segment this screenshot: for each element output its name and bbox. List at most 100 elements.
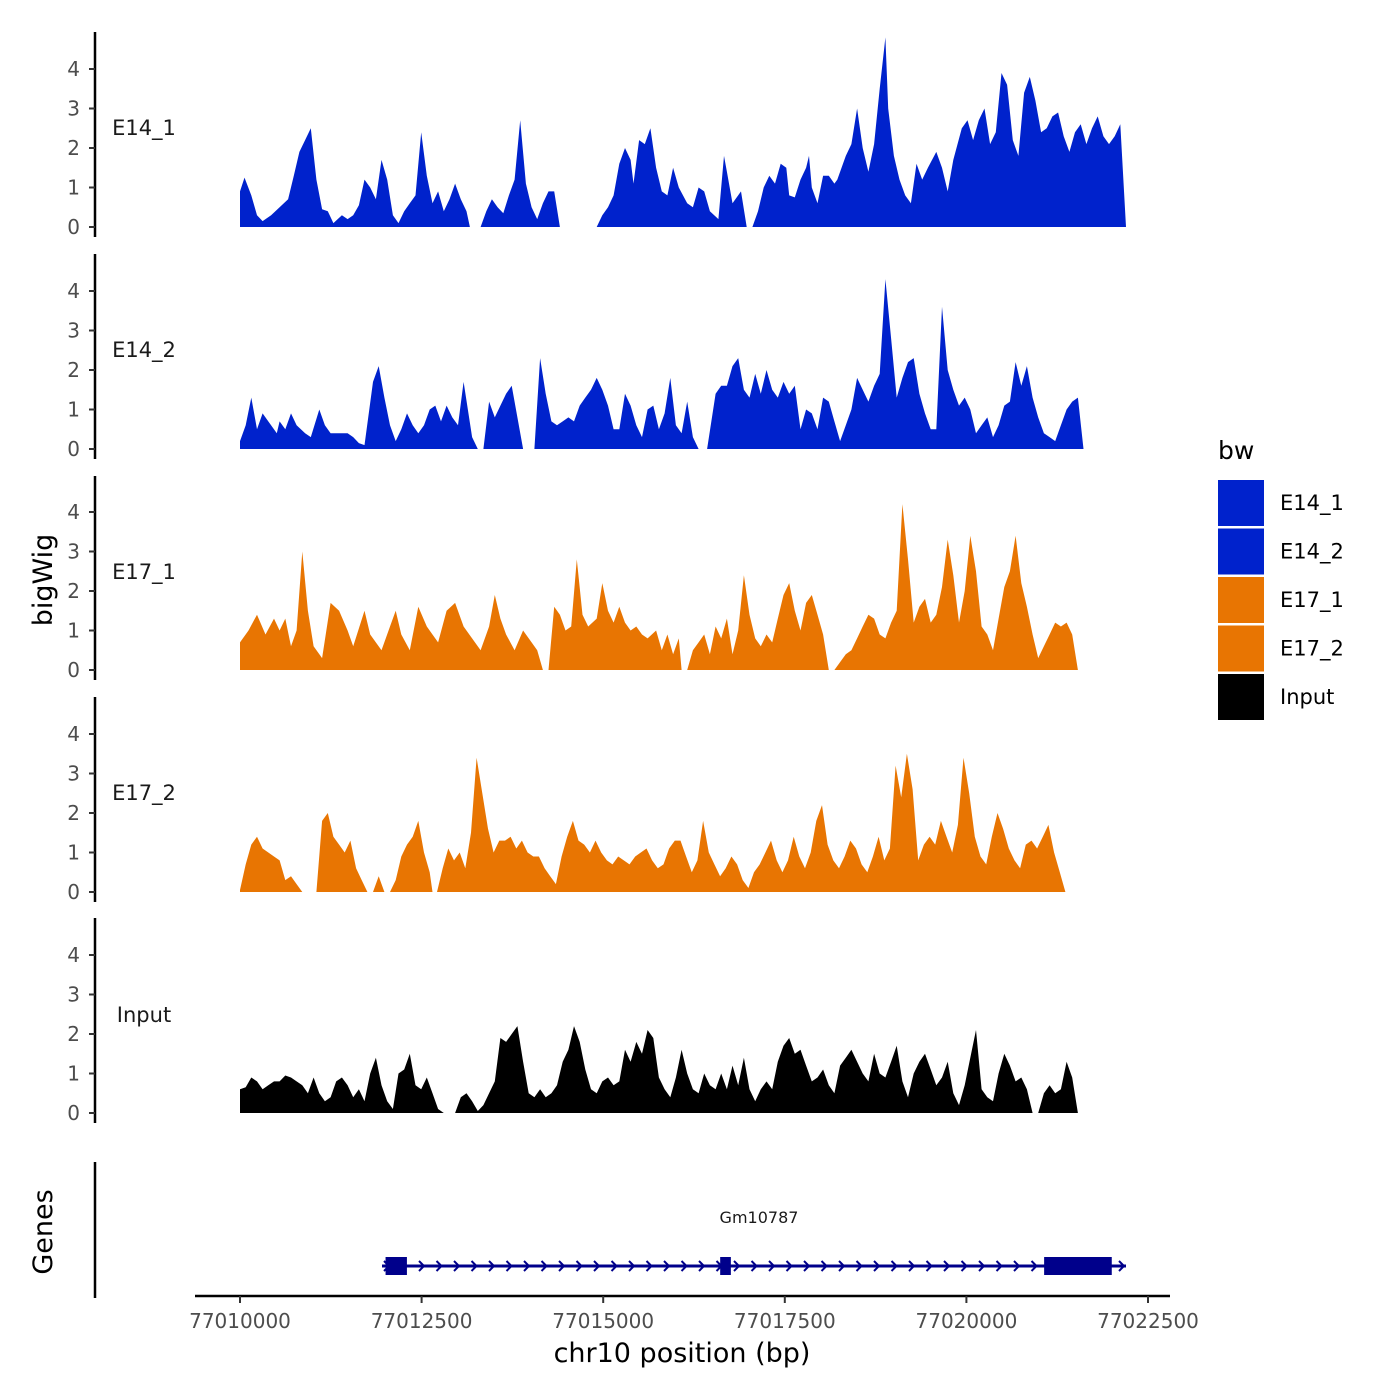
coverage-area [480,120,560,227]
strand-arrow [803,1260,811,1272]
x-tick-label: 77015000 [552,1309,654,1333]
gene-exon [720,1257,731,1275]
y-tick-label: 3 [67,762,80,786]
y-tick-label: 3 [67,319,80,343]
y-tick-label: 3 [67,540,80,564]
track-label: E17_2 [112,781,176,806]
strand-arrow [978,1260,986,1272]
y-tick-label: 3 [67,983,80,1007]
strand-arrow [908,1260,916,1272]
coverage-area [752,37,1126,228]
gene-exon [1044,1257,1112,1275]
y-tick-label: 4 [67,279,80,303]
strand-arrow [470,1260,478,1272]
coverage-area [240,1053,444,1113]
y-tick-label: 2 [67,136,80,160]
strand-arrow [943,1260,951,1272]
track-Input: 0 1 2 3 4 Input [67,918,1078,1125]
strand-arrow [488,1260,496,1272]
strand-arrow [610,1260,618,1272]
legend-label: E14_1 [1280,491,1344,516]
strand-arrow [820,1260,828,1272]
y-tick-label: 4 [67,943,80,967]
y-tick-label: 2 [67,358,80,382]
y-tick-label: 4 [67,57,80,81]
track-E14_2: 0 1 2 3 4 E14_2 [67,254,1084,461]
legend-key-Input [1218,674,1264,720]
coverage-area [390,820,433,892]
strand-arrow [523,1260,531,1272]
strand-arrow [1013,1260,1021,1272]
coverage-area [240,366,478,449]
strand-arrow [680,1260,688,1272]
strand-arrow [785,1260,793,1272]
y-tick-label: 2 [67,1022,80,1046]
coverage-area [707,279,1084,449]
strand-arrow [645,1260,653,1272]
gene-label: Gm10787 [720,1208,799,1227]
legend-label: E14_2 [1280,540,1344,565]
coverage-area [534,358,699,449]
coverage-area [596,128,747,227]
y-tick-label: 1 [67,176,80,200]
y-tick-label: 0 [67,215,80,239]
strand-arrow [418,1260,426,1272]
x-tick-label: 77020000 [916,1309,1018,1333]
y-tick-label: 2 [67,579,80,603]
strand-arrow [558,1260,566,1272]
y-tick-label: 4 [67,500,80,524]
coverage-area [316,813,368,892]
strand-arrow [698,1260,706,1272]
strand-arrow [750,1260,758,1272]
strand-arrow [575,1260,583,1272]
coverage-tracks: 0 1 2 3 4 E14_1 0 1 2 3 4 E14_2 0 1 2 3 4 E17_1 0 1 2 3 4 E17_2… [67,32,1126,1125]
coverage-area [1038,1061,1078,1113]
track-E17_2: 0 1 2 3 4 E17_2 [67,697,1066,904]
y-tick-label: 0 [67,437,80,461]
strand-arrow [873,1260,881,1272]
coverage-area [240,836,303,892]
strand-arrow [435,1260,443,1272]
track-label: E14_1 [112,116,176,141]
y-tick-label: 4 [67,722,80,746]
coverage-area [240,551,543,670]
y-tick-label: 3 [67,97,80,121]
legend-key-E14_2 [1218,528,1264,575]
track-E14_1: 0 1 2 3 4 E14_1 [67,32,1126,239]
strand-arrow [540,1260,548,1272]
strand-arrow [663,1260,671,1272]
strand-arrow [890,1260,898,1272]
coverage-area [455,1026,1033,1113]
coverage-area [548,559,682,670]
x-tick-label: 77012500 [371,1309,473,1333]
coverage-area [240,128,470,227]
legend: bw E14_1 E14_2 E17_1 E17_2 Input [1218,436,1344,720]
legend-label: E17_2 [1280,637,1344,662]
strand-arrow [925,1260,933,1272]
y-tick-label: 1 [67,619,80,643]
coverage-area [437,753,1066,892]
strand-arrow [593,1260,601,1272]
strand-arrow [733,1260,741,1272]
strand-arrow [628,1260,636,1272]
legend-label: E17_1 [1280,588,1344,613]
coverage-area [373,876,385,892]
legend-label: Input [1280,685,1334,709]
y-tick-label: 0 [67,880,80,904]
legend-key-E17_1 [1218,577,1264,623]
coverage-area [834,504,1078,670]
legend-key-E17_2 [1218,625,1264,672]
track-E17_1: 0 1 2 3 4 E17_1 [67,476,1078,682]
genes-axis-title: Genes [28,1189,59,1274]
strand-arrow [1030,1260,1038,1272]
gene-exon [385,1257,407,1275]
strand-arrow [838,1260,846,1272]
coverage-area [687,575,829,670]
y-tick-label: 1 [67,841,80,865]
strand-arrow [855,1260,863,1272]
y-tick-label: 0 [67,658,80,682]
track-label: E17_1 [112,560,176,585]
strand-arrow [453,1260,461,1272]
x-tick-label: 77022500 [1097,1309,1199,1333]
